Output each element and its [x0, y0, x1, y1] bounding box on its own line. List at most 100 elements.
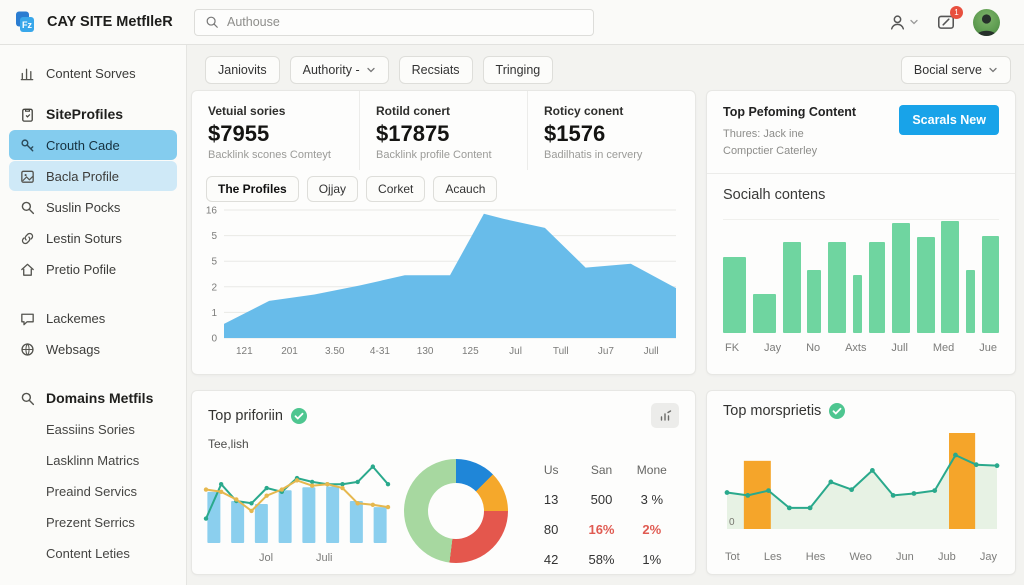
svg-text:Jul: Jul [509, 346, 522, 357]
clipboard-icon [18, 105, 36, 123]
scarals-new-button[interactable]: Scarals New [899, 105, 999, 135]
sidebar-item-domains-metfils[interactable]: Domains Metfils [9, 383, 177, 413]
sidebar-item-content-leties[interactable]: Content Leties [9, 538, 177, 568]
notifications-button[interactable]: 1 [936, 12, 956, 32]
sidebar-item-siteprofiles[interactable]: SiteProfiles [9, 99, 177, 129]
table-header-cell: Mone [627, 463, 677, 477]
top-morsprietis-card: Top morsprietis 0 TotLesHesWeoJunJubJay [706, 390, 1016, 575]
main-content: Janiovits Authority - Recsiats Tringing Boc… [187, 45, 1024, 585]
combo-chart-plot [202, 455, 392, 552]
sidebar-item-preaind-servics[interactable]: Preaind Servics [9, 476, 177, 506]
sidebar-item-content-sorves[interactable]: Content Sorves [9, 58, 177, 88]
table-cell: 16% [576, 522, 626, 537]
sidebar-item-label: Domains Metfils [46, 390, 153, 406]
sidebar-item-label: Crouth Cade [46, 138, 120, 153]
filter-chip-tringing[interactable]: Tringing [483, 56, 554, 84]
tab-corket[interactable]: Corket [366, 176, 425, 202]
chevron-down-icon [988, 65, 998, 75]
sidebar-item-label: Content Leties [46, 546, 130, 561]
table-cell: 500 [576, 492, 626, 507]
mini-bar-chart-icon [659, 409, 672, 422]
sidebar-item-lackemes[interactable]: Lackemes [9, 303, 177, 333]
sidebar-item-prezent-serrics[interactable]: Prezent Serrics [9, 507, 177, 537]
filter-chip-recsiats[interactable]: Recsiats [399, 56, 473, 84]
top-performing-line1: Thures: Jack ine [723, 126, 856, 143]
tab-acauch[interactable]: Acauch [433, 176, 497, 202]
header-actions: 1 [888, 9, 1024, 36]
image-icon [18, 167, 36, 185]
filter-chip-authority[interactable]: Authority - [290, 56, 389, 84]
sidebar-item-lestin-soturs[interactable]: Lestin Soturs [9, 223, 177, 253]
x-tick-label: Jub [938, 551, 956, 563]
notification-badge: 1 [950, 6, 963, 19]
table-cell: 58% [576, 552, 626, 567]
x-tick-label: Weo [849, 551, 871, 563]
svg-text:16: 16 [206, 206, 218, 217]
stat-label: Vetuial sories [208, 104, 343, 118]
x-tick-label: Jun [896, 551, 914, 563]
top-priforiin-body: JolJuli UsSanMone135003 %8016%2%4258%1% [192, 451, 695, 567]
table-cell: 13 [526, 492, 576, 507]
filter-chip-janiovits[interactable]: Janiovits [205, 56, 280, 84]
x-tick-label: Jay [980, 551, 997, 563]
bar [828, 242, 846, 333]
search-input[interactable]: Authouse [194, 9, 594, 36]
stat-subtitle: Backlink profile Content [376, 149, 511, 161]
bar [783, 242, 801, 333]
svg-text:5: 5 [211, 231, 217, 242]
sidebar-item-crouth-cade[interactable]: Crouth Cade [9, 130, 177, 160]
sidebar-item-label: Eassiins Sories [46, 422, 135, 437]
check-circle-icon [829, 403, 845, 419]
top-morsprietis-title: Top morsprietis [723, 403, 821, 419]
svg-text:121: 121 [236, 346, 253, 357]
bar [807, 270, 821, 333]
top-performing-title: Top Pefoming Content [723, 105, 856, 119]
globe-icon [18, 340, 36, 358]
bar [917, 237, 935, 333]
bar [723, 257, 746, 333]
site-metrics-logo-icon: Fz [13, 10, 37, 34]
avatar[interactable] [973, 9, 1000, 36]
x-tick-label: Med [933, 342, 954, 354]
top-performing-text: Top Pefoming Content Thures: Jack ine Co… [723, 105, 856, 160]
x-tick-label: Tot [725, 551, 740, 563]
bocial-serve-dropdown[interactable]: Bocial serve [901, 56, 1011, 84]
tab-ojjay[interactable]: Ojjay [307, 176, 358, 202]
user-menu-button[interactable] [888, 13, 919, 32]
top-performing-header: Top Pefoming Content Thures: Jack ine Co… [707, 91, 1015, 173]
stat-subtitle: Backlink scones Comteyt [208, 149, 343, 161]
x-tick-label: Jue [979, 342, 997, 354]
chip-label: Authority - [303, 63, 360, 77]
cards-grid: Vetuial sories$7955Backlink scones Comte… [191, 90, 1015, 575]
tab-the-profiles[interactable]: The Profiles [206, 176, 299, 202]
svg-text:Jull: Jull [644, 346, 659, 357]
svg-text:201: 201 [281, 346, 298, 357]
stat-value: $17875 [376, 121, 511, 147]
app-logo: Fz CAY SITE MetfIleR [0, 10, 187, 34]
social-contens-bar-chart [723, 219, 999, 333]
morsprietis-x-labels: TotLesHesWeoJunJubJay [725, 551, 997, 563]
sidebar-item-bacla-profile[interactable]: Bacla Profile [9, 161, 177, 191]
sidebar-item-suslin-pocks[interactable]: Suslin Pocks [9, 192, 177, 222]
x-tick-label: FK [725, 342, 739, 354]
sidebar-item-eassiins-sories[interactable]: Eassiins Sories [9, 414, 177, 444]
backlink-area-chart: 16552101212013.504-31130125JulTullJu7Jul… [198, 204, 685, 367]
svg-text:0: 0 [729, 517, 735, 528]
check-circle-icon [291, 408, 307, 424]
top-priforiin-card: Top priforiin Tee,lish JolJuli [191, 390, 696, 575]
filter-toolbar: Janiovits Authority - Recsiats Tringing Boc… [191, 53, 1015, 86]
sidebar: Content Sorves SiteProfiles Crouth Cade Bac… [0, 45, 187, 585]
sidebar-item-lasklinn-matrics[interactable]: Lasklinn Matrics [9, 445, 177, 475]
app-header: Fz CAY SITE MetfIleR Authouse 1 [0, 0, 1024, 45]
x-tick-label: Jull [891, 342, 908, 354]
top-priforiin-header: Top priforiin [192, 391, 695, 428]
sidebar-item-pretio-pofile[interactable]: Pretio Pofile [9, 254, 177, 284]
table-cell: 3 % [627, 492, 677, 507]
x-tick-label: No [806, 342, 820, 354]
x-tick-label: Axts [845, 342, 866, 354]
sidebar-item-websags[interactable]: Websags [9, 334, 177, 364]
sidebar-item-label: Lestin Soturs [46, 231, 122, 246]
bocial-serve-label: Bocial serve [914, 63, 982, 77]
chart-options-button[interactable] [651, 403, 679, 428]
backlink-overview-card: Vetuial sories$7955Backlink scones Comte… [191, 90, 696, 375]
